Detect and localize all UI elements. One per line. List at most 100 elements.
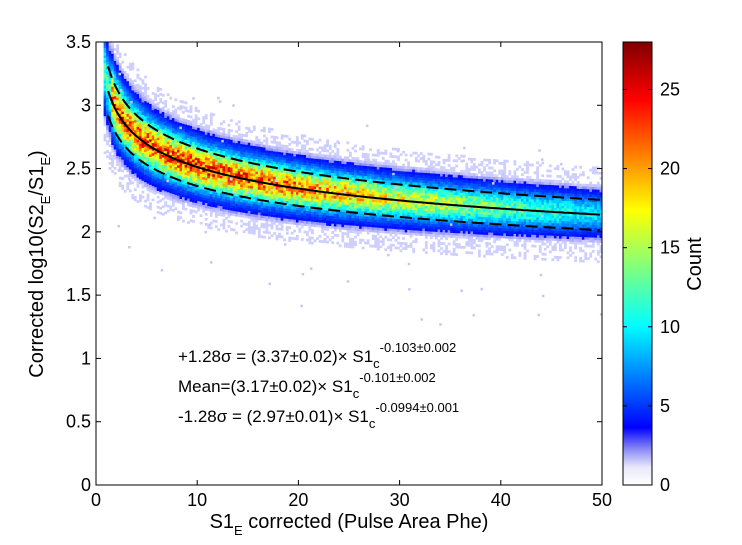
heatmap-cell: [402, 214, 405, 217]
heatmap-cell: [161, 167, 165, 171]
heatmap-cell: [424, 210, 428, 214]
heatmap-cell: [260, 205, 264, 208]
heatmap-cell: [108, 154, 112, 158]
heatmap-cell: [384, 177, 388, 181]
heatmap-cell: [136, 106, 140, 110]
heatmap-cell: [156, 188, 160, 191]
heatmap-cell: [407, 227, 410, 230]
heatmap-cell: [351, 174, 355, 178]
heatmap-cell: [118, 65, 122, 69]
heatmap-cell: [419, 210, 423, 214]
heatmap-cell: [273, 206, 276, 210]
heatmap-cell: [121, 136, 125, 140]
heatmap-cell: [187, 114, 190, 118]
heatmap-cell: [361, 213, 365, 217]
heatmap-cell: [306, 195, 309, 199]
heatmap-cell: [265, 205, 269, 209]
heatmap-cell: [323, 182, 327, 185]
heatmap-cell: [171, 203, 175, 207]
heatmap-cell: [225, 206, 228, 210]
heatmap-cell: [146, 104, 150, 108]
heatmap-cell: [260, 182, 264, 186]
heatmap-cell: [359, 188, 362, 191]
heatmap-cell: [126, 93, 130, 97]
heatmap-cell: [121, 146, 125, 150]
heatmap-cell: [118, 100, 122, 104]
heatmap-cell: [366, 188, 370, 192]
heatmap-cell: [263, 215, 266, 219]
heatmap-cell: [255, 153, 259, 157]
heatmap-cell: [435, 155, 438, 159]
heatmap-cell: [270, 140, 274, 144]
heatmap-cell: [136, 164, 140, 168]
heatmap-cell: [245, 187, 249, 191]
heatmap-cell: [333, 190, 337, 194]
heatmap-cell: [331, 160, 335, 163]
heatmap-cell: [346, 184, 350, 188]
heatmap-cell: [169, 132, 173, 135]
heatmap-cell: [116, 150, 119, 154]
heatmap-cell: [187, 137, 190, 141]
heatmap-cell: [364, 168, 367, 171]
heatmap-cell: [214, 129, 218, 132]
heatmap-cell: [245, 142, 249, 145]
heatmap-cell: [123, 157, 127, 160]
heatmap-cell: [141, 150, 145, 153]
heatmap-cell: [225, 171, 228, 175]
heatmap-cell: [386, 228, 390, 232]
heatmap-cell: [437, 173, 441, 177]
heatmap-cell: [220, 132, 223, 136]
heatmap-cell: [331, 218, 335, 222]
heatmap-cell: [133, 188, 137, 192]
heatmap-cell: [445, 244, 448, 248]
heatmap-cell: [174, 159, 178, 162]
heatmap-cell: [126, 141, 130, 145]
heatmap-cell: [189, 178, 193, 182]
heatmap-cell: [121, 75, 125, 79]
heatmap-cell: [111, 71, 114, 75]
heatmap-cell: [182, 184, 185, 188]
heatmap-cell: [242, 192, 246, 195]
heatmap-cell: [389, 175, 393, 179]
heatmap-cell: [371, 211, 375, 215]
heatmap-cell: [108, 116, 112, 120]
heatmap-cell: [113, 121, 117, 125]
heatmap-cell: [366, 173, 370, 177]
heatmap-cell: [338, 219, 342, 222]
heatmap-cell: [447, 204, 451, 208]
heatmap-cell: [392, 213, 395, 217]
heatmap-cell: [359, 200, 362, 204]
heatmap-cell: [237, 125, 241, 129]
heatmap-cell: [146, 109, 150, 113]
heatmap-cell: [440, 201, 443, 205]
heatmap-cell: [270, 193, 274, 197]
heatmap-cell: [432, 218, 436, 222]
heatmap-cell: [313, 171, 317, 174]
heatmap-cell: [222, 176, 226, 179]
heatmap-cell: [328, 185, 332, 189]
heatmap-cell: [341, 201, 345, 205]
heatmap-cell: [257, 154, 261, 157]
heatmap-cell: [440, 247, 443, 250]
heatmap-cell: [242, 172, 246, 175]
heatmap-cell: [394, 216, 398, 219]
heatmap-cell: [146, 165, 150, 169]
heatmap-cell: [424, 236, 428, 239]
heatmap-cell: [220, 203, 223, 207]
heatmap-cell: [376, 176, 380, 180]
heatmap-cell: [128, 93, 132, 97]
heatmap-cell: [166, 113, 170, 117]
heatmap-cell: [300, 144, 304, 148]
heatmap-cell: [407, 214, 410, 218]
heatmap-cell: [106, 130, 109, 133]
heatmap-cell: [126, 184, 130, 188]
heatmap-cell: [379, 217, 383, 221]
heatmap-cell: [149, 174, 152, 178]
heatmap-cell: [209, 198, 213, 202]
heatmap-cell: [341, 237, 345, 240]
heatmap-cell: [164, 165, 168, 169]
heatmap-cell: [364, 175, 367, 179]
heatmap-cell: [189, 199, 193, 202]
heatmap-cell: [389, 233, 393, 237]
heatmap-cell: [442, 173, 446, 177]
